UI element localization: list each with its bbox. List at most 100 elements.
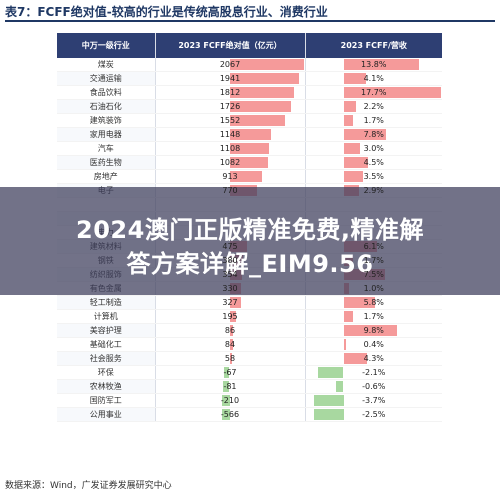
- industry-cell: 石油石化: [57, 99, 155, 114]
- table-row: 基础化工 84 0.4%: [57, 337, 442, 352]
- ratio-cell: 3.5%: [304, 169, 442, 184]
- fcff-value: 1941: [219, 74, 241, 83]
- ratio-cell: 4.1%: [304, 71, 442, 86]
- ratio-cell: 4.3%: [304, 351, 442, 366]
- industry-cell: 美容护理: [57, 323, 155, 338]
- table-row: 公用事业 -566 -2.5%: [57, 407, 442, 422]
- fcff-cell: 1941: [154, 71, 305, 86]
- fcff-value: 475: [222, 242, 238, 251]
- table-title: 表7：FCFF绝对值-较高的行业是传统高股息行业、消费行业: [5, 5, 328, 19]
- fcff-bar: [229, 297, 242, 308]
- ratio-value: 7.8%: [363, 130, 384, 139]
- fcff-value: -210: [220, 396, 240, 405]
- ratio-cell: -3.7%: [304, 393, 442, 408]
- fcff-value: 84: [224, 340, 236, 349]
- industry-cell: 家用电器: [57, 127, 155, 142]
- industry-cell: 基础化工: [57, 337, 155, 352]
- industry-cell: 房地产: [57, 169, 155, 184]
- industry-cell: 国防军工: [57, 393, 155, 408]
- header-industry: 中万一级行业: [57, 33, 155, 58]
- table-row: 计算机 195 1.7%: [57, 309, 442, 324]
- fcff-cell: 84: [154, 337, 305, 352]
- fcff-bar: [224, 367, 230, 378]
- fcff-value: 380: [222, 256, 238, 265]
- ratio-value: 1.0%: [363, 284, 384, 293]
- ratio-cell: 1.0%: [304, 281, 442, 296]
- ratio-bar: [343, 311, 353, 322]
- ratio-value: 17.7%: [361, 88, 387, 97]
- table-row: 房地产 913 3.5%: [57, 169, 442, 184]
- ratio-value: 5.8%: [363, 298, 384, 307]
- fcff-cell: 86: [154, 323, 305, 338]
- ratio-bar: [318, 367, 344, 378]
- ratio-cell: 5.8%: [304, 295, 442, 310]
- source-note: 数据来源：Wind，广发证券发展研究中心: [5, 481, 172, 491]
- ratio-cell: 9.8%: [304, 323, 442, 338]
- ratio-value: 0.4%: [363, 340, 384, 349]
- fcff-value: 86: [224, 326, 236, 335]
- fcff-bar: [229, 353, 232, 364]
- ratio-cell: 13.8%: [304, 58, 442, 72]
- fcff-cell: 1726: [154, 99, 305, 114]
- table-row: 汽车 1108 3.0%: [57, 141, 442, 156]
- ratio-value: 2.9%: [363, 186, 384, 195]
- table-row: 农林牧渔 -81 -0.6%: [57, 379, 442, 394]
- fcff-value: 1148: [219, 130, 241, 139]
- fcff-bar: [229, 325, 233, 336]
- fcff-value: 195: [222, 312, 238, 321]
- table-row: 交通运输 1941 4.1%: [57, 71, 442, 86]
- fcff-cell: 2067: [154, 58, 305, 72]
- ratio-bar: [313, 409, 344, 420]
- fcff-cell: -210: [154, 393, 305, 408]
- fcff-bar: [229, 73, 299, 84]
- fcff-bar: [229, 311, 237, 322]
- table-row: 美容护理 86 9.8%: [57, 323, 442, 338]
- fcff-bar: [229, 143, 270, 154]
- ratio-cell: 2.2%: [304, 99, 442, 114]
- fcff-bar: [229, 101, 292, 112]
- ratio-bar: [343, 157, 369, 168]
- fcff-bar: [229, 87, 295, 98]
- ratio-value: 7.5%: [363, 270, 384, 279]
- industry-cell: 轻工制造: [57, 295, 155, 310]
- ratio-cell: 7.8%: [304, 127, 442, 142]
- fcff-value: 327: [222, 298, 238, 307]
- ratio-value: -3.7%: [362, 396, 386, 405]
- fcff-cell: 1812: [154, 85, 305, 100]
- ratio-cell: -2.5%: [304, 407, 442, 422]
- ratio-bar: [343, 129, 387, 140]
- fcff-cell: 475: [154, 239, 305, 254]
- fcff-bar: [229, 339, 233, 350]
- fcff-cell: 1552: [154, 113, 305, 128]
- ratio-value: 6.1%: [363, 242, 384, 251]
- ratio-value: 1.7%: [363, 116, 384, 125]
- fcff-cell: 354: [154, 267, 305, 282]
- ratio-bar: [343, 101, 356, 112]
- table-row: 轻工制造 327 5.8%: [57, 295, 442, 310]
- ratio-bar: [343, 171, 363, 182]
- ratio-value: 1.7%: [363, 256, 384, 265]
- fcff-value: 1552: [219, 116, 241, 125]
- fcff-bar: [229, 129, 271, 140]
- ratio-bar: [343, 59, 420, 70]
- ratio-cell: 7.5%: [304, 267, 442, 282]
- fcff-bar: [221, 395, 230, 406]
- ratio-bar: [313, 395, 344, 406]
- fcff-bar: [229, 115, 286, 126]
- fcff-value: 354: [222, 270, 238, 279]
- ratio-value: 3.0%: [363, 144, 384, 153]
- ratio-bar: [343, 297, 376, 308]
- fcff-value: 770: [222, 186, 238, 195]
- ratio-value: 4.3%: [363, 354, 384, 363]
- table-row: 建筑装饰 1552 1.7%: [57, 113, 442, 128]
- ratio-value: 9.8%: [363, 326, 384, 335]
- ratio-cell: 3.0%: [304, 141, 442, 156]
- fcff-cell: 58: [154, 351, 305, 366]
- fcff-bar: [229, 59, 304, 70]
- ratio-bar: [343, 73, 366, 84]
- ratio-value: 2.2%: [363, 102, 384, 111]
- ratio-cell: 1.7%: [304, 113, 442, 128]
- industry-cell: 社会服务: [57, 351, 155, 366]
- ratio-value: -0.6%: [362, 382, 386, 391]
- fcff-value: 913: [222, 172, 238, 181]
